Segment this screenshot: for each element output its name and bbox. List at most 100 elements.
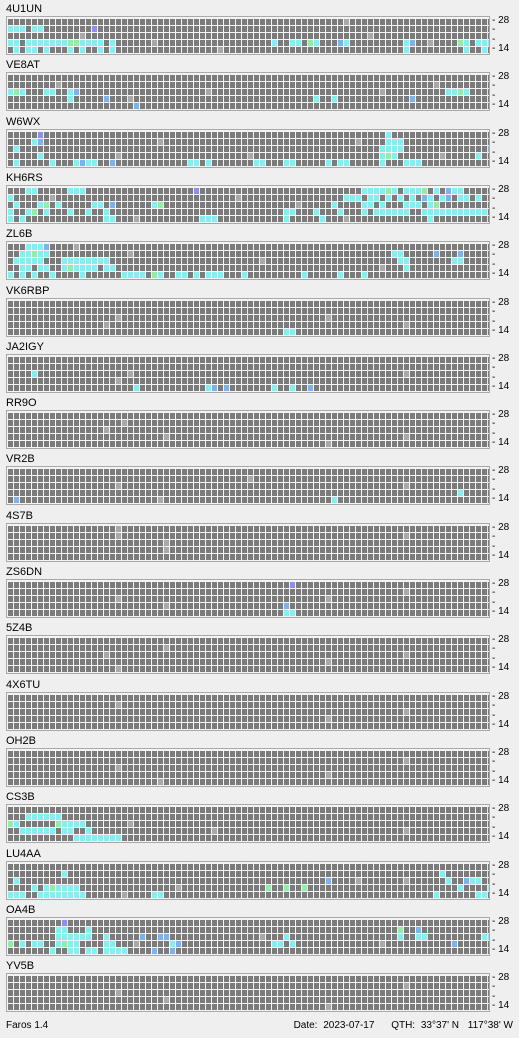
grid-cell <box>422 308 427 314</box>
grid-cell <box>32 596 37 602</box>
grid-cell <box>26 427 31 433</box>
grid-cell <box>164 385 169 391</box>
grid-cell <box>386 357 391 363</box>
grid-cell <box>80 596 85 602</box>
grid-cell <box>272 132 277 138</box>
grid-cell <box>242 554 247 560</box>
grid-cell <box>230 589 235 595</box>
cyan-cell <box>272 40 277 46</box>
grid-cell <box>236 364 241 370</box>
grid-cell <box>476 75 481 81</box>
grid-cell <box>380 272 385 278</box>
grid-cell <box>254 554 259 560</box>
grid-cell <box>344 490 349 496</box>
grid-cell <box>170 596 175 602</box>
grid-cell <box>434 547 439 553</box>
grid-cell <box>62 251 67 257</box>
grid-cell <box>416 434 421 440</box>
grey-cell <box>404 589 409 595</box>
grid-cell <box>398 526 403 532</box>
grid-cell <box>104 357 109 363</box>
grid-cell <box>242 526 247 532</box>
grid-cell <box>476 603 481 609</box>
cyan-cell <box>194 272 199 278</box>
grid-cell <box>380 413 385 419</box>
grid-cell <box>68 652 73 658</box>
grid-cell <box>44 315 49 321</box>
grid-cell <box>86 315 91 321</box>
grid-cell <box>98 244 103 250</box>
grid-cell <box>140 476 145 482</box>
grid-cell <box>92 209 97 215</box>
grid-cell <box>326 132 331 138</box>
grid-cell <box>200 589 205 595</box>
grid-cell <box>320 434 325 440</box>
grid-cell <box>272 526 277 532</box>
grid-cell <box>470 540 475 546</box>
cyan-cell <box>20 216 25 222</box>
grid-cell <box>290 638 295 644</box>
grid-cell <box>224 96 229 102</box>
grid-cell <box>104 603 109 609</box>
grid-cell <box>20 315 25 321</box>
grid-cell <box>452 315 457 321</box>
grid-cell <box>104 33 109 39</box>
grid-cell <box>152 413 157 419</box>
grid-cell <box>368 497 373 503</box>
grid-cell <box>452 589 457 595</box>
green-cell <box>434 202 439 208</box>
grid-cell <box>236 96 241 102</box>
grid-cell <box>200 547 205 553</box>
grid-cell <box>296 139 301 145</box>
grid-cell <box>476 610 481 616</box>
grid-cell <box>416 26 421 32</box>
grid-cell <box>128 533 133 539</box>
grid-cell <box>248 244 253 250</box>
grid-cell <box>224 652 229 658</box>
grid-cell <box>266 103 271 109</box>
grid-cell <box>410 526 415 532</box>
grid-cell <box>170 497 175 503</box>
grid-cell <box>470 427 475 433</box>
grid-cell <box>386 540 391 546</box>
cyan-cell <box>110 216 115 222</box>
grid-cell <box>200 188 205 194</box>
grid-cell <box>434 26 439 32</box>
grey-cell <box>368 33 373 39</box>
grid-cell <box>314 153 319 159</box>
grid-cell <box>62 47 67 53</box>
cyan-cell <box>44 251 49 257</box>
grid-cell <box>248 251 253 257</box>
grid-cell <box>392 26 397 32</box>
grid-cell <box>374 413 379 419</box>
grid-cell <box>290 301 295 307</box>
grid-cell <box>404 103 409 109</box>
grid-cell <box>410 371 415 377</box>
grid-cell <box>452 540 457 546</box>
grid-cell <box>302 526 307 532</box>
grid-cell <box>80 19 85 25</box>
grid-cell <box>470 357 475 363</box>
grid-cell <box>116 469 121 475</box>
grid-cell <box>218 427 223 433</box>
grid-cell <box>14 589 19 595</box>
grid-cell <box>38 596 43 602</box>
grid-cell <box>230 645 235 651</box>
grid-cell <box>338 413 343 419</box>
grid-cell <box>464 272 469 278</box>
grid-cell <box>242 315 247 321</box>
grid-cell <box>428 315 433 321</box>
grid-cell <box>380 610 385 616</box>
grid-cell <box>128 434 133 440</box>
grid-cell <box>74 139 79 145</box>
grid-cell <box>206 188 211 194</box>
grid-cell <box>440 364 445 370</box>
grid-cell <box>20 153 25 159</box>
grid-cell <box>446 497 451 503</box>
grey-cell <box>164 645 169 651</box>
grid-cell <box>416 103 421 109</box>
grid-cell <box>476 188 481 194</box>
beacon-callsign: 4U1UN <box>6 3 43 15</box>
grid-cell <box>434 526 439 532</box>
grid-cell <box>50 610 55 616</box>
